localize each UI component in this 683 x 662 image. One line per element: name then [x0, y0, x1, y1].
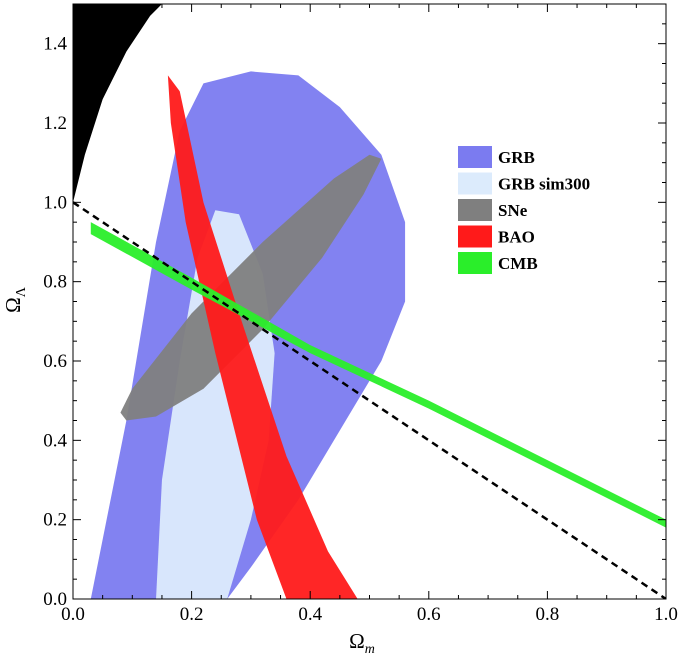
axes: 0.0 0.2 0.4 0.6 0.8 1.0 0.0 0.2 0.4 0.6 0.8 1.0 1.2 1…	[43, 3, 678, 625]
contour-bao	[167, 75, 358, 599]
legend: GRB GRB sim300 SNe BAO CMB	[458, 146, 590, 274]
flat-universe-line	[73, 201, 666, 599]
legend-label: BAO	[498, 228, 535, 247]
x-axis-title-sub: m	[365, 642, 375, 657]
closed-universe-region	[73, 4, 162, 203]
y-tick-label: 0.8	[43, 272, 67, 293]
legend-swatch-cmb	[458, 252, 492, 274]
x-tick-label: 0.4	[298, 604, 322, 625]
x-tick-label: 0.2	[180, 604, 204, 625]
x-tick-label: 0.6	[417, 604, 441, 625]
y-tick-label: 1.4	[43, 34, 67, 55]
x-tick-label: 0.8	[536, 604, 560, 625]
x-axis-title: Ωm	[349, 629, 375, 657]
y-axis-title-sub: Λ	[14, 286, 29, 297]
x-tick-label: 0.0	[61, 604, 85, 625]
y-tick-label: 0.2	[43, 510, 67, 531]
contour-sne	[120, 154, 382, 421]
legend-swatch-bao	[458, 225, 492, 248]
legend-label: GRB	[498, 148, 535, 167]
legend-swatch-grb	[458, 146, 492, 168]
contour-cmb	[90, 222, 666, 528]
legend-label: GRB sim300	[498, 175, 590, 194]
x-tick-label: 1.0	[654, 604, 678, 625]
y-tick-label: 1.2	[43, 113, 67, 134]
y-tick-label: 1.0	[43, 192, 67, 213]
y-axis-title: ΩΛ	[1, 286, 29, 313]
y-tick-label: 0.4	[43, 430, 67, 451]
legend-swatch-grb-sim300	[458, 172, 492, 195]
legend-label: CMB	[498, 254, 538, 273]
legend-label: SNe	[498, 201, 528, 220]
plot-area	[73, 4, 666, 599]
y-tick-label: 0.0	[43, 589, 67, 610]
legend-swatch-sne	[458, 199, 492, 221]
y-tick-label: 0.6	[43, 351, 67, 372]
